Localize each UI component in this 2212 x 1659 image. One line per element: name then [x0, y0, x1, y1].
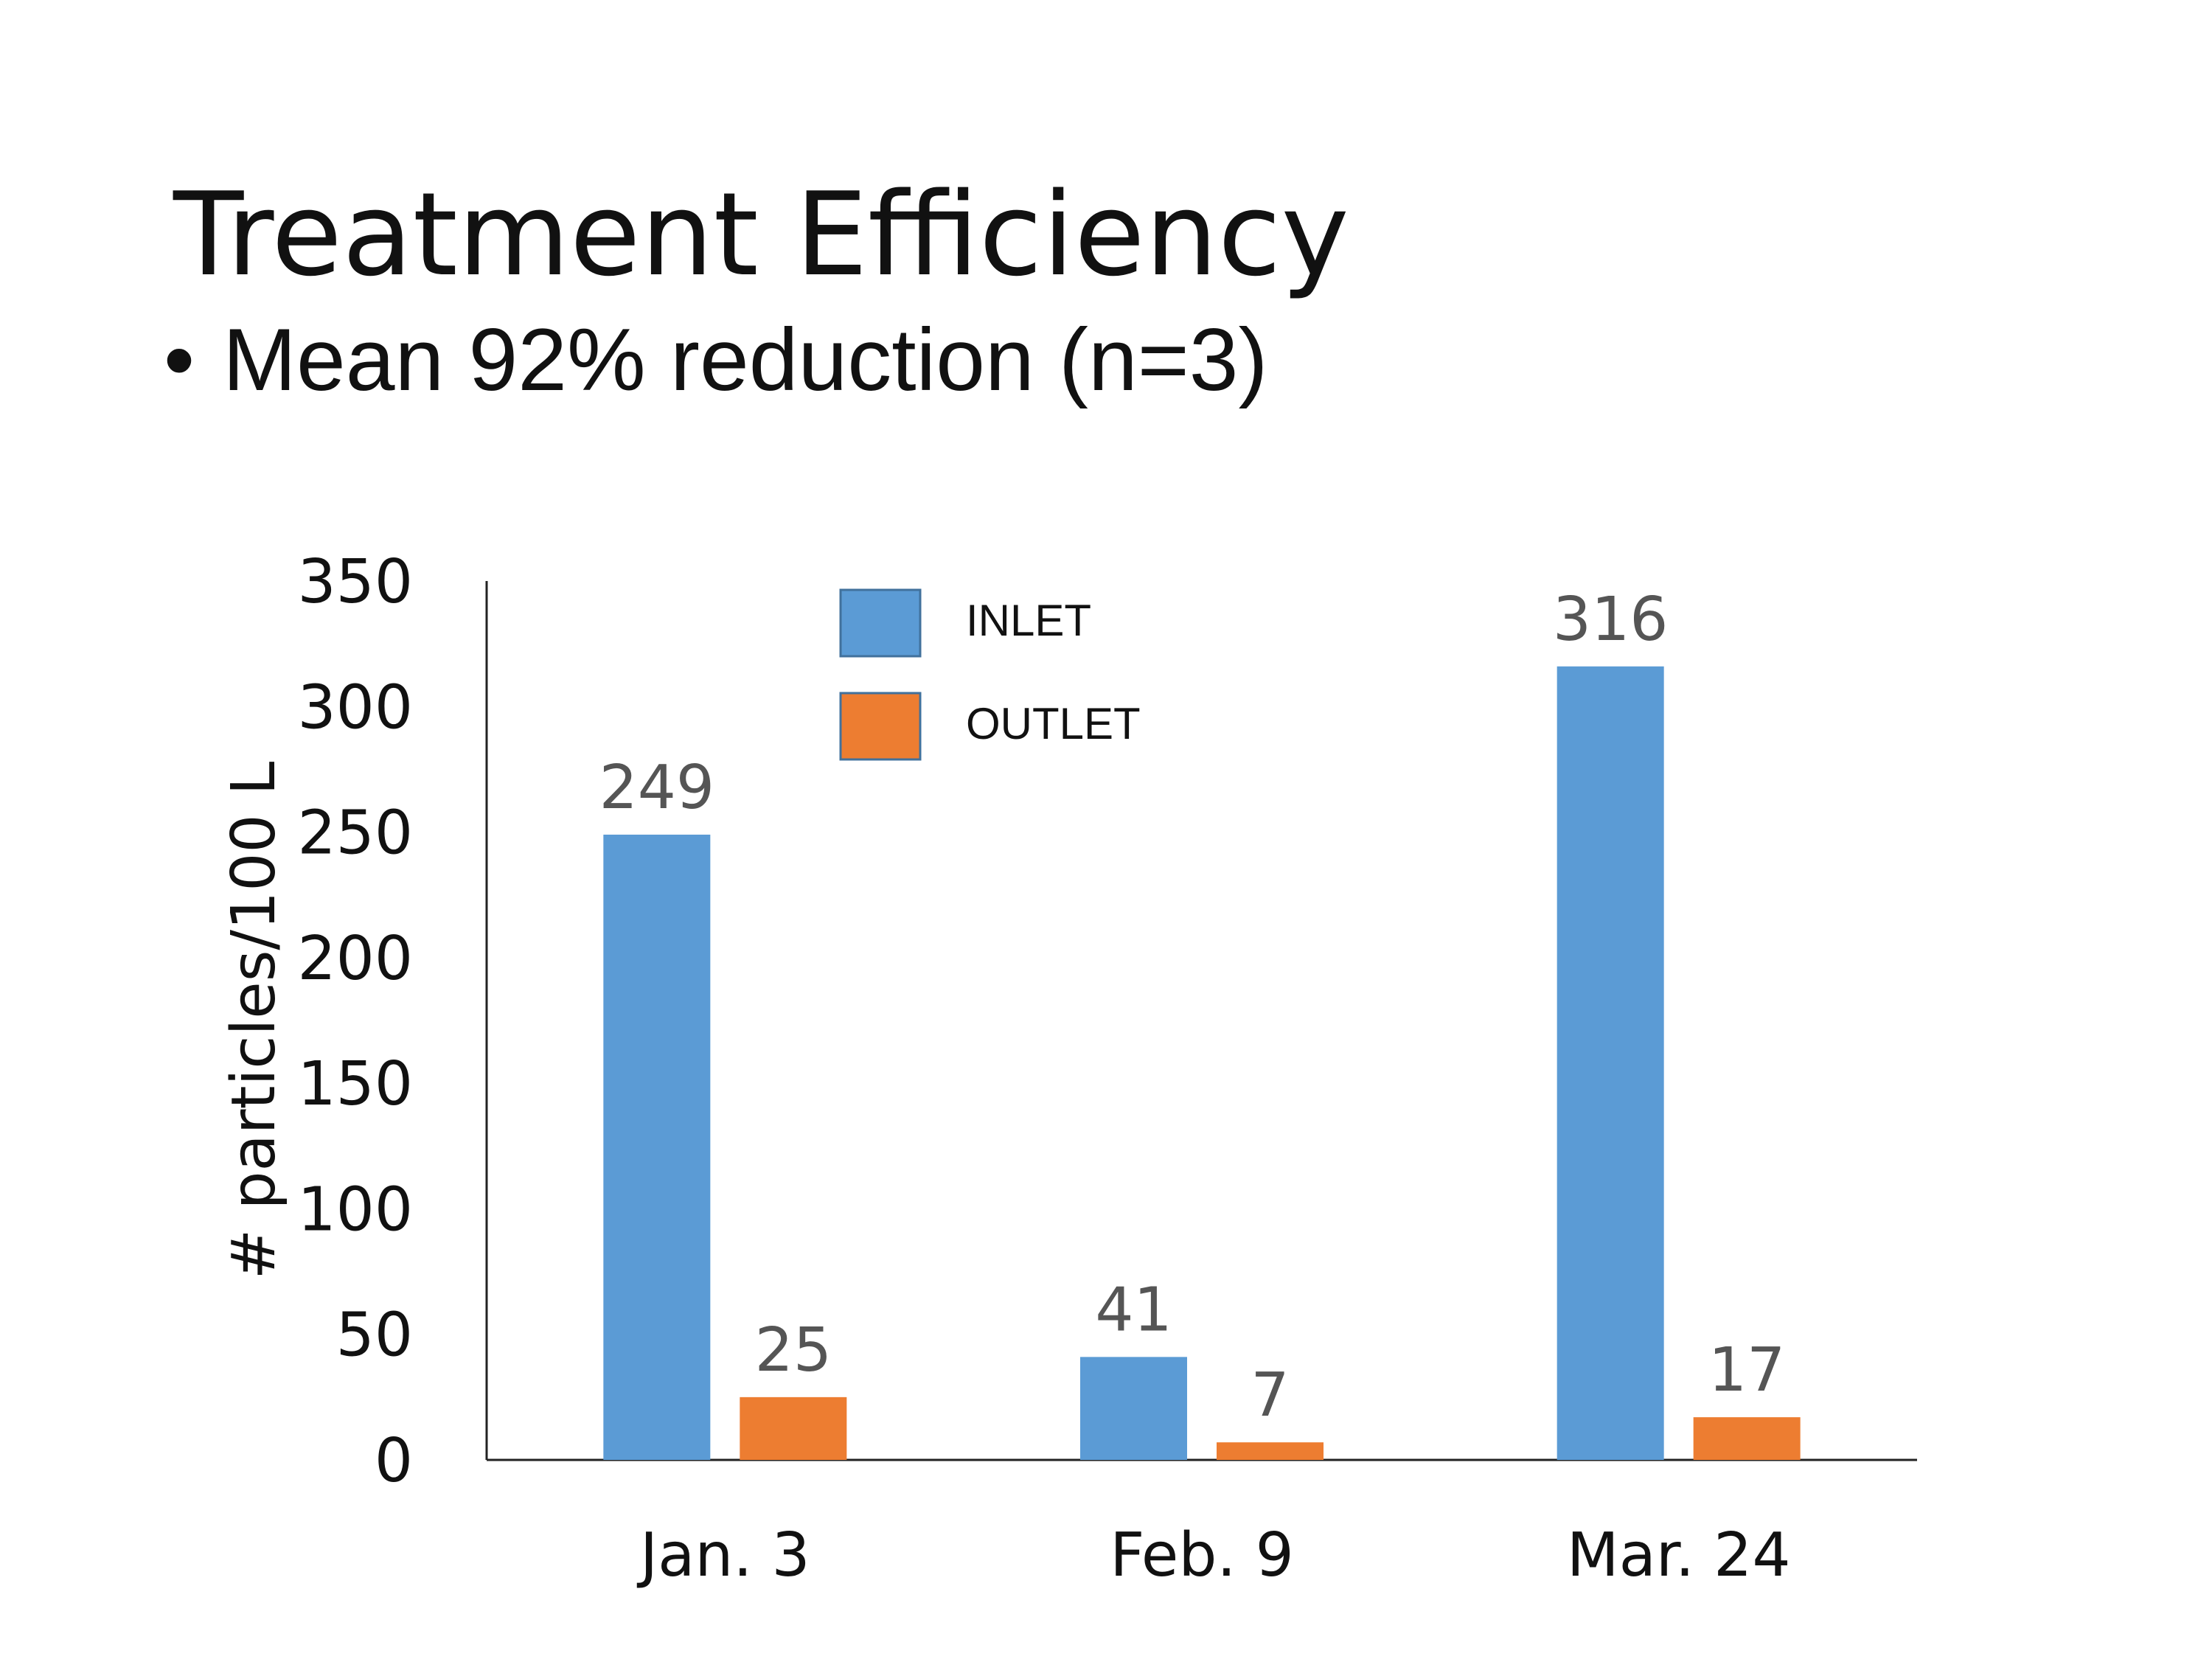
y-tick-label: 250 — [297, 799, 413, 869]
bar-inlet — [1080, 1357, 1187, 1460]
legend-swatch-inlet — [839, 588, 922, 658]
x-tick-label: Mar. 24 — [1567, 1520, 1791, 1590]
y-tick-label: 300 — [297, 672, 413, 742]
x-tick-label: Feb. 9 — [1110, 1520, 1293, 1590]
bar-outlet — [1693, 1417, 1801, 1460]
legend-swatch-outlet — [839, 692, 922, 761]
bar-inlet — [603, 834, 711, 1460]
data-label: 7 — [1251, 1360, 1289, 1430]
bar-outlet — [740, 1397, 847, 1460]
legend-label-outlet: OUTLET — [966, 699, 1141, 748]
data-label: 17 — [1708, 1335, 1785, 1405]
data-label: 25 — [755, 1315, 832, 1385]
bar-outlet — [1217, 1442, 1324, 1460]
bullet-marker: • — [164, 310, 195, 409]
y-tick-label: 200 — [297, 924, 413, 994]
y-tick-label: 150 — [297, 1049, 413, 1119]
legend-label-inlet: INLET — [966, 596, 1091, 645]
data-label: 316 — [1553, 585, 1669, 655]
bullet-point: • Mean 92% reduction (n=3) — [164, 316, 1268, 404]
x-tick-label: Jan. 3 — [636, 1520, 810, 1590]
y-tick-label: 0 — [375, 1426, 413, 1496]
y-tick-label: 350 — [297, 547, 413, 617]
y-axis-label: # particles/100 L — [219, 761, 289, 1279]
data-label: 41 — [1095, 1275, 1172, 1345]
data-label: 249 — [599, 753, 715, 823]
bullet-text: Mean 92% reduction (n=3) — [223, 310, 1268, 409]
bar-inlet — [1557, 666, 1664, 1460]
y-tick-label: 50 — [336, 1301, 413, 1371]
y-tick-label: 100 — [297, 1175, 413, 1245]
slide-title: Treatment Efficiency — [173, 167, 1349, 302]
